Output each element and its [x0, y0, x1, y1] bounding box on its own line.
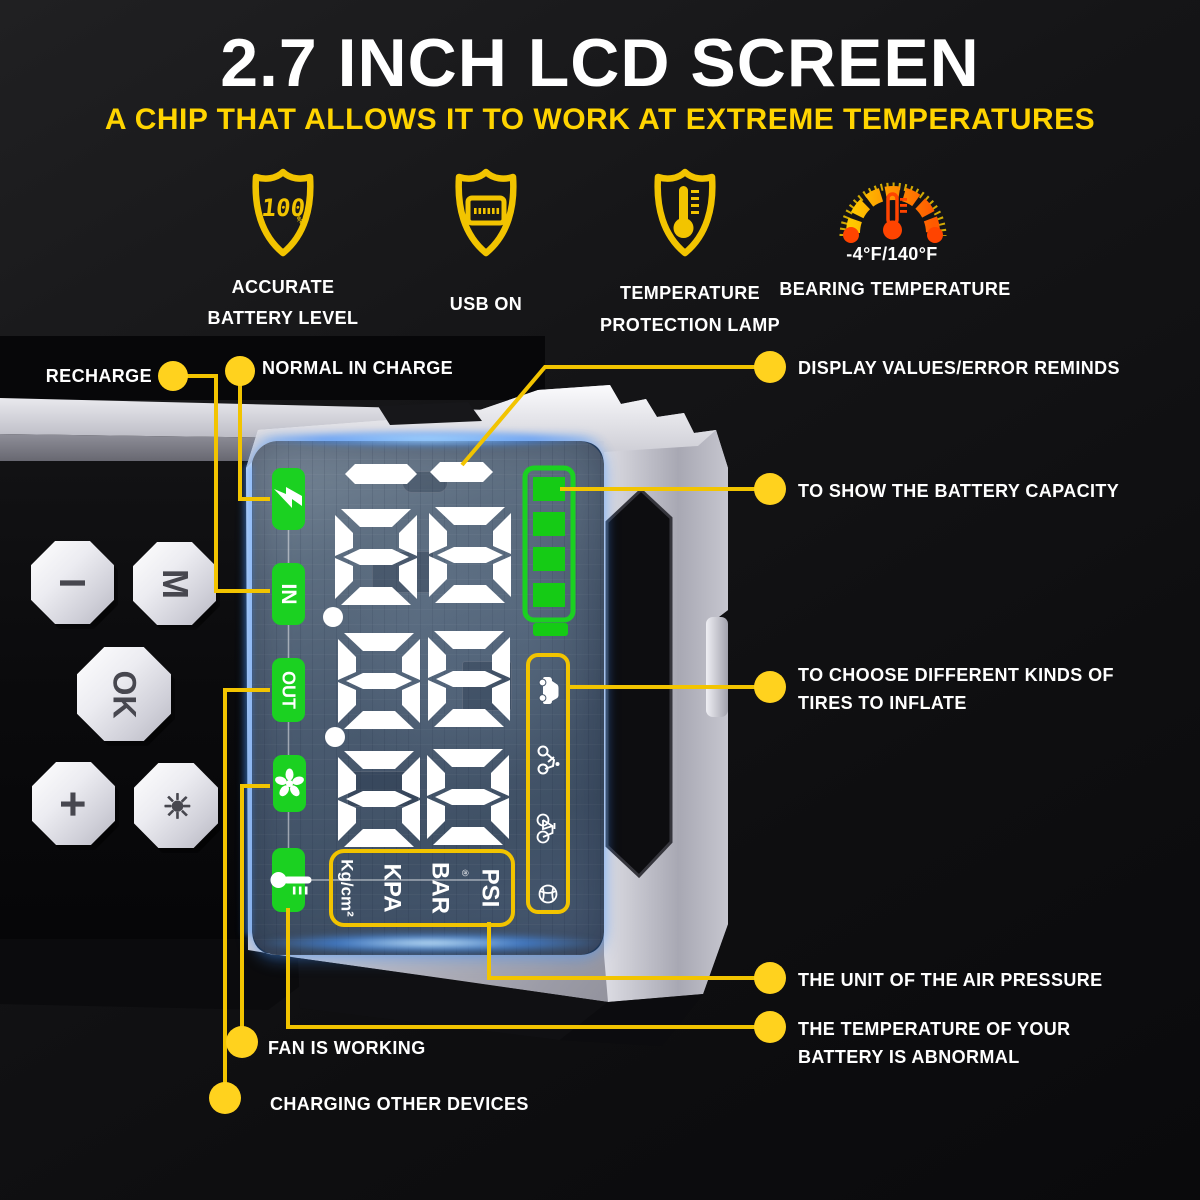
svg-text:100: 100: [260, 194, 306, 222]
recharge-dot: [158, 361, 188, 391]
display-values-line: [460, 365, 769, 467]
battery-temperature-icon: [270, 872, 312, 895]
unit-kgcm2: Kg/cm²: [338, 859, 357, 917]
bicycle-icon: [536, 813, 556, 844]
gauge-thermometer: [883, 192, 907, 240]
page-subtitle: A CHIP THAT ALLOWS IT TO WORK AT EXTREME…: [104, 103, 1096, 136]
fan-dot: [226, 1026, 258, 1058]
temp-abnormal-line: [286, 908, 769, 1029]
plus-button: +: [32, 762, 115, 845]
callout-display-values: DISPLAY VALUES/ERROR REMINDS: [798, 358, 1120, 378]
callout-recharge: RECHARGE: [45, 366, 152, 386]
temperature-gauge-icon: [839, 182, 947, 243]
out-indicator: [272, 658, 305, 722]
brightness-button: ☀: [134, 763, 218, 848]
glow-top: [250, 430, 606, 448]
tires-dot: [754, 671, 786, 703]
device-back-edge: [0, 336, 545, 400]
feature4-label: BEARING TEMPERATURE: [779, 279, 1011, 299]
feature1-label-line1: ACCURATE: [231, 277, 335, 297]
motorcycle-icon: [537, 745, 560, 775]
bezel-top-notch: [378, 402, 482, 425]
device-body-bottom: [0, 939, 332, 1010]
vehicle-mode-box: [526, 653, 570, 914]
callout-tires-line1: TO CHOOSE DIFFERENT KINDS OF: [798, 665, 1114, 685]
feature3-label-line1: TEMPERATURE: [619, 283, 761, 303]
decimal-point: [325, 727, 345, 747]
power-button: I: [31, 541, 114, 624]
battery-100-badge: 100 %: [260, 194, 306, 227]
feature3-label-line2: PROTECTION LAMP: [600, 315, 780, 335]
pressure-unit-box: Kg/cm² KPA BAR ® PSI: [329, 849, 515, 927]
ok-button: OK: [77, 647, 171, 741]
bezel-top-face: [246, 385, 716, 468]
registered-mark: ®: [460, 870, 470, 877]
shield-thermometer-icon: [654, 168, 716, 257]
callout-tires-line2: TIRES TO INFLATE: [798, 693, 967, 713]
shield-battery-100-icon: 100 %: [252, 168, 314, 257]
fan-icon: [275, 768, 304, 797]
feature2-label: USB ON: [449, 294, 523, 314]
side-tab: [706, 617, 728, 717]
normal-in-charge-dot: [225, 356, 255, 386]
base-shadow-right: [560, 994, 703, 1046]
in-indicator: [272, 563, 305, 625]
callout-charging: CHARGING OTHER DEVICES: [270, 1094, 529, 1114]
status-icons: [272, 468, 306, 912]
glow-bottom: [255, 932, 605, 954]
lcd-content: IN OUT: [270, 462, 576, 927]
battery-capacity-dot: [754, 473, 786, 505]
charging-dot: [209, 1082, 241, 1114]
air-unit-line: [487, 922, 769, 980]
temp-abnormal-dot: [754, 1011, 786, 1043]
lightning-icon: [274, 487, 302, 508]
unit-bar: BAR: [427, 862, 454, 914]
feature4-range: -4°F/140°F: [846, 244, 938, 264]
feature1-label-line2: BATTERY LEVEL: [207, 308, 359, 328]
display-values-dot: [754, 351, 786, 383]
page-title: 2.7 INCH LCD SCREEN: [220, 25, 980, 101]
svg-text:%: %: [296, 214, 304, 227]
normal-in-charge-line: [238, 372, 270, 501]
out-label: OUT: [279, 671, 299, 709]
in-label: IN: [277, 584, 300, 605]
basketball-icon: [538, 884, 558, 904]
callout-temp-line2: BATTERY IS ABNORMAL: [798, 1047, 1020, 1067]
charging-line: [223, 688, 270, 1097]
callout-fan: FAN IS WORKING: [268, 1038, 426, 1058]
battery-capacity-indicator: [522, 465, 576, 636]
base-shadow-left: [298, 958, 608, 1040]
recharge-line: [173, 374, 270, 593]
digit-top-segments: [345, 462, 493, 484]
unit-psi: PSI: [477, 869, 504, 908]
mode-button: M: [133, 542, 216, 625]
callout-battery-capacity: TO SHOW THE BATTERY CAPACITY: [798, 481, 1120, 501]
callout-air-unit: THE UNIT OF THE AIR PRESSURE: [798, 970, 1103, 990]
air-unit-dot: [754, 962, 786, 994]
fan-line: [240, 784, 270, 1041]
callout-temp-line1: THE TEMPERATURE OF YOUR: [798, 1019, 1071, 1039]
callout-normal-in-charge: NORMAL IN CHARGE: [262, 358, 454, 378]
shield-usb-icon: [455, 168, 517, 257]
decimal-point: [323, 607, 343, 627]
unit-kpa: KPA: [379, 864, 406, 913]
seven-segment-digits: [323, 507, 511, 847]
car-icon: [538, 677, 559, 704]
